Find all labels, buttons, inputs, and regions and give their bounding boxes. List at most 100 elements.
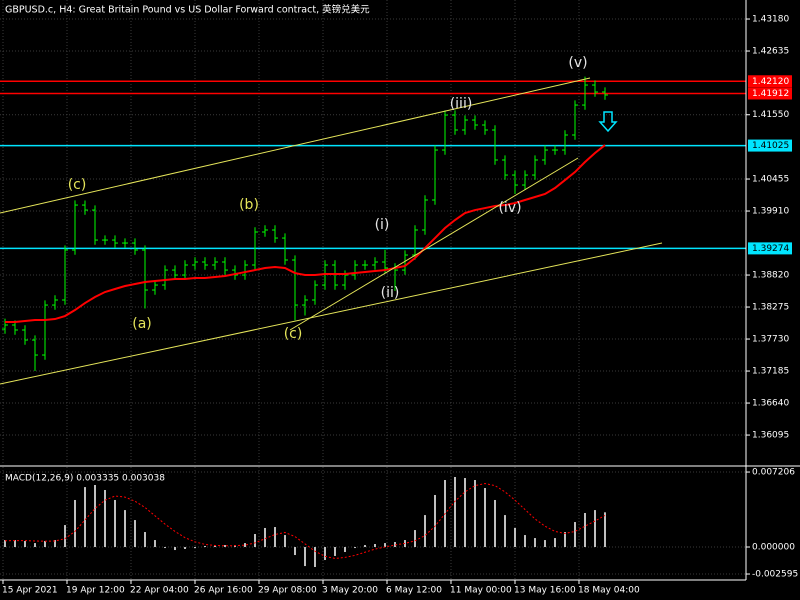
price-level-box xyxy=(748,87,792,100)
macd-bar xyxy=(454,476,456,548)
y-tick-label: 0.007206 xyxy=(752,468,795,478)
x-tick-label: 29 Apr 08:00 xyxy=(258,586,317,596)
wave-label: (iv) xyxy=(498,200,521,216)
macd-title: MACD(12,26,9) 0.003335 0.003038 xyxy=(5,474,165,484)
macd-bar xyxy=(374,543,376,548)
macd-bar xyxy=(274,527,276,548)
wave-label: (i) xyxy=(375,217,390,233)
macd-bar xyxy=(554,538,556,548)
macd-bar xyxy=(204,545,206,548)
macd-bar xyxy=(284,535,286,548)
chart-title: GBPUSD.c, H4: Great Britain Pound vs US … xyxy=(5,4,370,16)
macd-bar xyxy=(304,547,306,567)
x-tick-label: 26 Apr 16:00 xyxy=(194,586,253,596)
wave-label: (ii) xyxy=(381,285,400,301)
y-tick-label: 1.38820 xyxy=(752,271,789,281)
macd-bar xyxy=(384,543,386,548)
macd-bar xyxy=(214,545,216,548)
x-tick-label: 19 Apr 12:00 xyxy=(66,586,125,596)
macd-bar xyxy=(294,547,296,556)
macd-bar xyxy=(164,547,166,549)
macd-bar xyxy=(544,540,546,548)
macd-bar xyxy=(64,525,66,548)
x-tick-label: 13 May 16:00 xyxy=(514,586,576,596)
price-level-box xyxy=(748,139,792,152)
macd-bar xyxy=(54,540,56,548)
x-tick-label: 18 May 04:00 xyxy=(578,586,640,596)
macd-bar xyxy=(114,499,116,548)
macd-bar xyxy=(154,540,156,548)
wave-label: (v) xyxy=(568,55,587,71)
price-level-box xyxy=(748,242,792,255)
macd-bar xyxy=(184,547,186,549)
y-tick-label: 1.38275 xyxy=(752,303,789,313)
macd-bar xyxy=(534,538,536,548)
x-tick-label: 6 May 12:00 xyxy=(386,586,442,596)
macd-bar xyxy=(174,547,176,551)
macd-bar xyxy=(364,545,366,548)
layer xyxy=(0,0,746,580)
wave-label: (a) xyxy=(132,316,152,332)
macd-bar xyxy=(194,547,196,549)
macd-bar xyxy=(324,547,326,561)
macd-bar xyxy=(314,547,316,567)
channel-lower xyxy=(0,242,663,385)
macd-bar xyxy=(594,510,596,548)
y-tick-label: 1.43180 xyxy=(752,15,789,25)
y-tick-label: -0.002595 xyxy=(752,570,798,580)
macd-bar xyxy=(574,522,576,548)
macd-bar xyxy=(484,488,486,548)
macd-bar xyxy=(224,545,226,548)
x-tick-label: 15 Apr 2021 xyxy=(2,586,58,596)
macd-bar xyxy=(524,535,526,548)
price-level-label: 1.41912 xyxy=(752,89,789,99)
macd-bar xyxy=(34,543,36,548)
macd-bar xyxy=(104,489,106,548)
macd-bar xyxy=(414,530,416,548)
macd-bar xyxy=(334,547,336,556)
y-tick-label: 1.40455 xyxy=(752,175,789,185)
macd-bar xyxy=(514,527,516,548)
price-level-label: 1.39274 xyxy=(752,244,789,254)
macd-bar xyxy=(74,499,76,548)
macd-bar xyxy=(464,478,466,548)
macd-bar xyxy=(264,527,266,548)
wave-label: (c) xyxy=(284,326,303,342)
macd-bar xyxy=(144,532,146,548)
macd-bar xyxy=(394,542,396,548)
moving-average xyxy=(5,144,606,324)
channel-upper xyxy=(0,77,591,214)
trend-line xyxy=(289,157,579,331)
macd-bar xyxy=(14,540,16,548)
x-tick-label: 3 May 20:00 xyxy=(322,586,378,596)
y-tick-label: 1.42635 xyxy=(752,47,789,57)
y-tick-label: 1.41550 xyxy=(752,110,789,120)
y-tick-label: 1.39910 xyxy=(752,207,789,217)
macd-bar xyxy=(604,512,606,548)
x-tick-label: 22 Apr 04:00 xyxy=(130,586,189,596)
macd-bar xyxy=(564,532,566,548)
macd-bar xyxy=(134,520,136,548)
y-tick-label: 0.000000 xyxy=(752,543,795,553)
macd-bar xyxy=(494,499,496,548)
price-level-label: 1.41025 xyxy=(752,141,789,151)
price-level-label: 1.42120 xyxy=(752,77,789,87)
macd-bar xyxy=(434,494,436,548)
macd-bar xyxy=(244,543,246,548)
macd-bar xyxy=(344,547,346,553)
macd-bar xyxy=(24,540,26,548)
wave-label: (iii) xyxy=(450,96,473,112)
price-level-box xyxy=(748,75,792,88)
macd-bar xyxy=(94,485,96,548)
y-tick-label: 1.37185 xyxy=(752,367,789,377)
x-tick-label: 11 May 00:00 xyxy=(450,586,512,596)
y-tick-label: 1.37730 xyxy=(752,335,789,345)
macd-bar xyxy=(424,515,426,548)
signal-line xyxy=(4,483,606,559)
y-tick-label: 1.36640 xyxy=(752,399,789,409)
macd-bar xyxy=(504,515,506,548)
wave-label: (c) xyxy=(68,177,87,193)
